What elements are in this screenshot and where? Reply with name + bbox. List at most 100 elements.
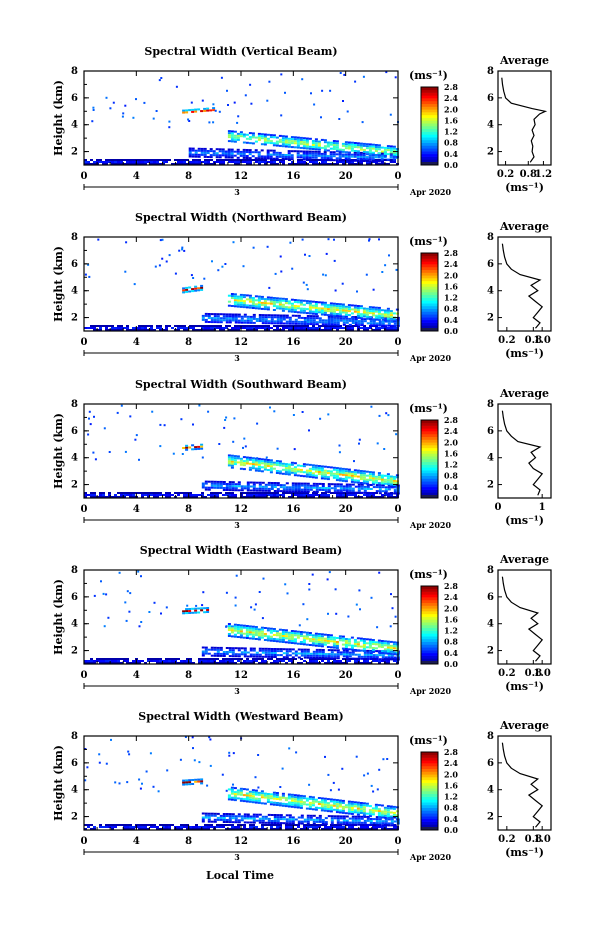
heatmap-cell [344,642,348,644]
heatmap-cell [129,662,132,664]
heatmap-cell [102,826,105,828]
heatmap-cell [315,656,319,659]
heatmap-cell [117,496,120,498]
heatmap-cell [231,662,234,664]
heatmap-cell [392,149,396,152]
heatmap-cell [227,627,231,629]
heatmap-cell [297,488,301,491]
heatmap-cell [257,299,261,302]
heatmap-cell [288,316,292,319]
heatmap-cell [195,161,198,163]
heatmap-cell [165,325,168,327]
heatmap-cell [186,662,189,664]
heatmap-cell [249,485,253,488]
heatmap-cell [293,146,297,149]
heatmap-cell [260,301,264,304]
heatmap-cell [129,492,132,494]
heatmap-cell [366,485,370,488]
heatmap-cell [159,327,162,329]
heatmap-cell [280,114,283,117]
heatmap-cell [243,821,247,824]
heatmap-cell [303,323,307,325]
heatmap-cell [300,822,304,825]
heatmap-cell [285,656,289,659]
heatmap-cell [174,159,177,161]
heatmap-cell [182,610,186,613]
heatmap-cell [279,658,282,660]
heatmap-cell [269,627,273,630]
average-y-tick-label: 8 [487,232,494,243]
heatmap-cell [293,638,297,641]
heatmap-cell [222,813,226,815]
heatmap-cell [287,805,291,808]
heatmap-cell [314,474,318,477]
heatmap-cell [308,158,312,161]
average-x-tick-label: 0.8 [520,169,537,180]
heatmap-cell [212,109,216,112]
heatmap-cell [261,647,265,650]
heatmap-cell [311,152,315,155]
heatmap-cell [360,322,364,325]
heatmap-cell [333,815,337,818]
heatmap-cell [327,487,331,490]
heatmap-cell [351,826,354,828]
heatmap-cell [291,325,294,327]
heatmap-cell [233,461,237,464]
heatmap-cell [162,161,165,163]
heatmap-cell [132,161,135,163]
heatmap-cell [287,137,291,140]
heatmap-cell [188,608,192,610]
heatmap-cell [308,583,311,585]
heatmap-cell [90,327,93,329]
heatmap-cell [246,329,249,331]
heatmap-cell [312,824,315,826]
heatmap-cell [309,327,312,329]
heatmap-cell [270,826,273,828]
heatmap-cell [87,163,90,165]
heatmap-cell [356,643,360,646]
heatmap-cell [383,644,387,647]
heatmap-cell [303,486,307,489]
heatmap-cell [296,806,300,809]
heatmap-cell [284,145,288,148]
heatmap-cell [105,325,108,327]
heatmap-cell [320,309,324,312]
heatmap-cell [363,329,366,331]
heatmap-cell [311,140,315,142]
heatmap-cell [147,496,150,498]
heatmap-cell [219,648,223,651]
heatmap-cell [318,816,322,819]
heatmap-cell [150,826,153,828]
heatmap-cell [288,650,292,653]
heatmap-cell [111,824,114,826]
heatmap-cell [344,141,348,144]
heatmap-cell [293,142,297,145]
heatmap-cell [311,464,315,467]
heatmap-cell [248,456,252,459]
heatmap-cell [315,662,318,664]
heatmap-cell [177,658,180,660]
heatmap-cell [251,463,255,466]
heatmap-cell [336,815,340,818]
heatmap-cell [336,485,340,488]
heatmap-cell [242,133,246,136]
heatmap-cell [93,594,96,597]
heatmap-cell [210,492,213,494]
heatmap-cell [285,662,288,664]
heatmap-cell [197,445,201,448]
heatmap-cell [327,163,330,165]
heatmap-cell [201,316,205,319]
heatmap-cell [281,639,285,641]
colorbar-segment [421,630,438,634]
heatmap-cell [183,161,186,163]
heatmap-cell [225,487,229,489]
heatmap-cell [344,468,348,471]
heatmap-cell [302,603,305,606]
heatmap-cell [257,799,261,802]
heatmap-cell [215,148,219,151]
heatmap-cell [389,646,393,649]
heatmap-cell [291,818,295,821]
heatmap-cell [172,452,175,455]
heatmap-cell [384,660,387,662]
heatmap-cell [272,305,276,307]
